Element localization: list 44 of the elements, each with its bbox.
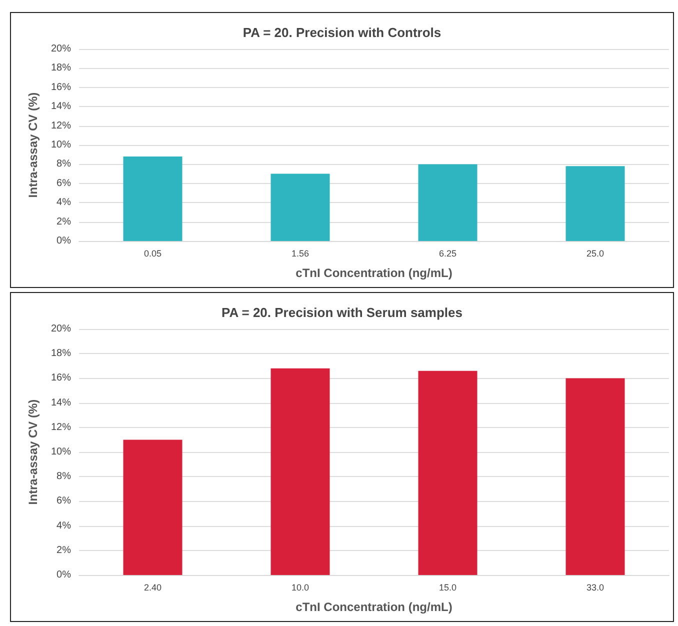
- y-tick-label: 0%: [56, 236, 72, 246]
- y-tick-label: 6%: [56, 178, 72, 189]
- y-tick-label: 12%: [50, 422, 72, 433]
- x-axis-title: cTnI Concentration (ng/mL): [296, 266, 452, 280]
- y-tick-label: 10%: [50, 446, 72, 458]
- bar: [123, 156, 182, 241]
- bar: [123, 440, 182, 575]
- y-tick-label: 18%: [50, 62, 72, 74]
- x-tick-label: 25.0: [586, 248, 604, 258]
- chart-title: PA = 20. Precision with Serum samples: [222, 305, 462, 320]
- y-tick-label: 20%: [50, 324, 72, 334]
- x-tick-label: 33.0: [586, 582, 604, 592]
- y-tick-label: 8%: [56, 471, 72, 482]
- y-tick-label: 8%: [56, 158, 72, 170]
- bar: [418, 370, 478, 575]
- y-tick-label: 20%: [50, 44, 72, 54]
- bar: [270, 368, 330, 575]
- y-tick-label: 4%: [56, 197, 72, 208]
- y-axis-title: Intra-assay CV (%): [26, 399, 40, 505]
- y-tick-label: 2%: [56, 216, 72, 228]
- x-tick-label: 6.25: [438, 248, 457, 258]
- chart-title: PA = 20. Precision with Controls: [242, 25, 442, 40]
- x-tick-label: 2.40: [144, 582, 162, 592]
- y-tick-label: 2%: [56, 544, 72, 556]
- y-tick-label: 6%: [56, 496, 72, 507]
- x-tick-label: 0.05: [144, 248, 162, 258]
- bar: [418, 164, 478, 241]
- bar: [566, 378, 625, 575]
- x-tick-label: 10.0: [291, 582, 310, 592]
- y-tick-label: 10%: [50, 140, 72, 150]
- y-tick-label: 18%: [50, 348, 72, 360]
- y-tick-label: 4%: [56, 520, 72, 532]
- y-tick-label: 12%: [50, 120, 72, 132]
- bar: [566, 166, 625, 241]
- y-tick-label: 0%: [56, 570, 72, 580]
- y-tick-label: 16%: [50, 82, 72, 93]
- y-tick-label: 14%: [50, 397, 72, 408]
- y-axis-title: Intra-assay CV (%): [26, 92, 40, 198]
- x-tick-label: 15.0: [438, 582, 457, 592]
- y-tick-label: 16%: [50, 372, 72, 384]
- bar: [270, 174, 330, 241]
- y-tick-label: 14%: [50, 101, 72, 112]
- x-tick-label: 1.56: [291, 248, 310, 258]
- x-axis-title: cTnI Concentration (ng/mL): [296, 600, 452, 614]
